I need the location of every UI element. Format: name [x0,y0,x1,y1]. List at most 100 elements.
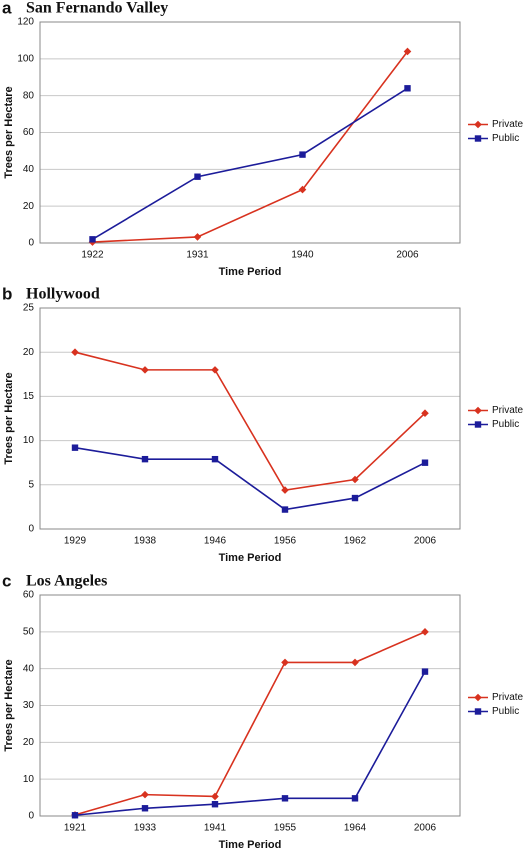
point [141,790,149,799]
y-tick-label: 0 [28,811,34,822]
legend-label: Private [492,405,524,416]
y-axis-label: Trees per Hectare [3,372,15,464]
y-tick-label: 20 [23,737,35,748]
x-axis-label: Time Period [219,266,282,278]
x-tick-label: 2006 [414,536,437,547]
panel-label: c [2,571,11,590]
plot-frame [39,594,461,817]
point [141,366,149,374]
x-tick-label: 2006 [396,250,419,261]
point [298,185,307,194]
y-tick-label: 100 [17,53,34,64]
point [211,455,219,463]
legend-marker [474,421,482,428]
y-tick-label: 120 [17,17,34,28]
plot-frame [39,21,461,244]
point [351,475,359,484]
panel-label: b [2,284,12,303]
legend-marker [474,120,482,129]
series-line [74,351,426,491]
point [141,805,149,812]
point [421,668,429,675]
legend-label: Private [492,692,524,703]
point [193,233,202,241]
series-line [74,446,426,511]
y-tick-label: 25 [23,303,35,314]
y-tick-label: 30 [23,700,35,711]
series-line [74,671,426,817]
point [141,455,149,463]
point [351,795,359,802]
point [403,47,412,56]
y-tick-label: 60 [23,127,35,138]
point [421,459,429,466]
point [211,801,219,808]
point [404,85,411,92]
legend-marker [474,135,482,142]
legend-label: Public [492,133,519,144]
point [194,173,201,180]
x-tick-label: 1933 [134,823,157,834]
x-tick-label: 1955 [274,823,297,834]
series-line [74,631,426,816]
legend-marker [474,693,482,702]
x-tick-label: 1941 [204,823,227,834]
point [421,628,429,636]
y-tick-label: 40 [23,663,35,674]
x-tick-label: 1956 [274,536,297,547]
legend-label: Public [492,419,519,430]
x-tick-label: 1940 [291,250,314,261]
legend-marker [474,406,482,415]
y-tick-label: 20 [23,201,35,212]
x-tick-label: 1921 [64,823,87,834]
point [71,812,79,819]
point [281,795,289,802]
point [299,151,306,158]
point [89,236,96,243]
y-axis-label: Trees per Hectare [3,86,15,178]
point [351,658,359,667]
point [211,366,219,374]
y-axis-label: Trees per Hectare [3,659,15,751]
panel-label: a [2,0,12,17]
y-tick-label: 50 [23,626,35,637]
chart-title: Los Angeles [26,573,107,590]
y-tick-label: 20 [23,347,35,358]
x-tick-label: 1938 [134,536,157,547]
plot-frame [39,307,461,530]
y-tick-label: 10 [23,774,35,785]
legend-marker [474,708,482,715]
chart-title: San Fernando Valley [26,0,168,17]
y-tick-label: 80 [23,90,35,101]
legend-label: Private [492,119,524,130]
y-tick-label: 15 [23,391,35,402]
point [281,506,289,513]
x-tick-label: 2006 [414,823,437,834]
x-axis-label: Time Period [219,839,282,850]
chart-title: Hollywood [26,286,100,303]
x-tick-label: 1962 [344,536,367,547]
x-tick-label: 1946 [204,536,227,547]
series-line [92,50,409,243]
point [281,658,289,667]
y-tick-label: 0 [28,524,34,535]
series-line [92,87,408,241]
x-tick-label: 1922 [81,250,104,261]
point [71,348,79,356]
y-tick-label: 5 [28,479,34,490]
y-tick-label: 10 [23,435,35,446]
x-axis-label: Time Period [219,552,282,564]
y-tick-label: 40 [23,164,35,175]
point [281,486,289,494]
point [71,444,79,451]
point [421,409,429,417]
x-tick-label: 1929 [64,536,87,547]
point [351,494,359,502]
x-tick-label: 1964 [344,823,367,834]
y-tick-label: 0 [28,238,34,249]
point [211,792,219,801]
y-tick-label: 60 [23,590,35,601]
x-tick-label: 1931 [186,250,209,261]
legend-label: Public [492,706,519,717]
